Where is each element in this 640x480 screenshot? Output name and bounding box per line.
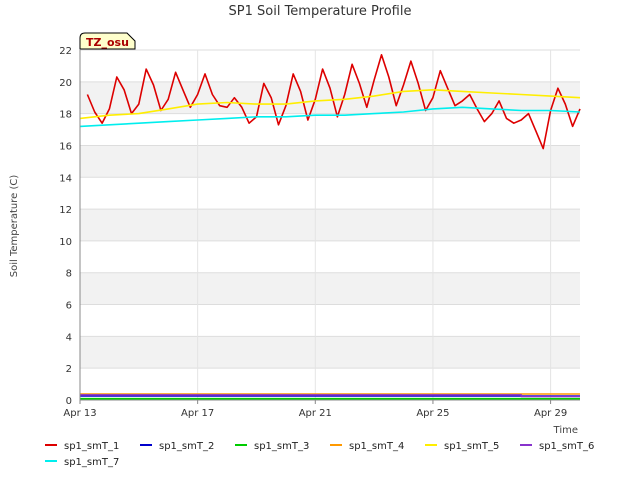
y-tick-label: 4 [66, 332, 72, 343]
x-tick-label: Apr 29 [534, 408, 567, 419]
x-tick-label: Apr 25 [416, 408, 449, 419]
y-tick-label: 18 [59, 110, 72, 121]
plot-band [80, 145, 580, 178]
y-tick-label: 12 [59, 205, 72, 216]
plot-band [80, 209, 580, 241]
legend-label-sp1_smT_7: sp1_smT_7 [64, 457, 119, 468]
x-tick-labels: Apr 13 Apr 17 Apr 21 Apr 25 Apr 29 [63, 400, 567, 419]
legend-label-sp1_smT_3: sp1_smT_3 [254, 441, 309, 452]
legend-label-sp1_smT_5: sp1_smT_5 [444, 441, 499, 452]
y-tick-label: 6 [66, 301, 72, 312]
plot-background [80, 50, 580, 400]
y-tick-label: 20 [59, 78, 72, 89]
y-tick-label: 8 [66, 269, 72, 280]
plot-band [80, 336, 580, 369]
series-line-sp1_smT_1 [86, 53, 581, 150]
gridlines [79, 49, 580, 401]
site-badge-label: TZ_osu [86, 36, 129, 49]
y-tick-label: 16 [59, 141, 72, 152]
plot-band [80, 272, 580, 305]
y-tick-label: 14 [59, 173, 72, 184]
x-tick-label: Apr 21 [299, 408, 332, 419]
legend-label-sp1_smT_2: sp1_smT_2 [159, 441, 214, 452]
y-tick-label: 22 [59, 46, 72, 57]
y-tick-label: 2 [66, 364, 72, 375]
series-line-sp1_smT_5 [79, 89, 581, 120]
x-tick-label: Apr 13 [63, 408, 96, 419]
legend-label-sp1_smT_4: sp1_smT_4 [349, 441, 404, 452]
y-tick-label: 10 [59, 237, 72, 248]
y-tick-labels: 0 2 4 6 8 10 12 14 16 18 20 22 [59, 46, 72, 407]
x-axis-label: Time [553, 425, 578, 436]
legend: sp1_smT_1 sp1_smT_2 sp1_smT_3 sp1_smT_4 sp1_… [45, 441, 594, 468]
series-line-sp1_smT_7 [79, 106, 581, 128]
series-lines [79, 53, 581, 400]
legend-label-sp1_smT_1: sp1_smT_1 [64, 441, 119, 452]
axes [79, 50, 580, 401]
x-tick-label: Apr 17 [181, 408, 214, 419]
site-badge: TZ_osu [79, 32, 136, 50]
chart-title: SP1 Soil Temperature Profile [229, 4, 412, 19]
y-tick-label: 0 [66, 396, 72, 407]
series-line-sp1_smT_6 [80, 394, 580, 398]
y-axis-label: Soil Temperature (C) [9, 175, 20, 278]
legend-label-sp1_smT_6: sp1_smT_6 [539, 441, 594, 452]
